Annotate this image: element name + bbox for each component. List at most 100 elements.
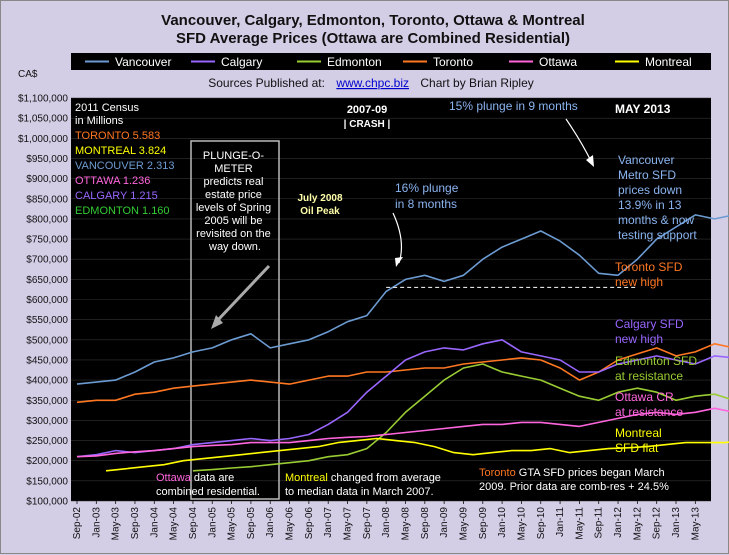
series-line-montreal — [105, 437, 729, 472]
plunge-15-label: 15% plunge in 9 months — [449, 99, 578, 113]
vancouver-note-5: months & now — [618, 213, 694, 227]
census-title-1: 2011 Census — [75, 102, 140, 114]
y-tick-label: $900,000 — [26, 174, 68, 185]
y-tick-label: $1,050,000 — [18, 114, 68, 125]
legend: Vancouver Calgary Edmonton Toronto Ottawa Mon… — [85, 55, 692, 69]
x-tick-label: Jan-07 — [323, 507, 334, 538]
y-tick-label: $650,000 — [26, 275, 68, 286]
legend-bar — [71, 53, 711, 70]
y-axis: $100,000 $150,000 $200,000 $250,000 $300,000… — [18, 94, 68, 508]
x-axis: Sep-02 Jan-03 May-03 Sep-03 Jan-04 May-04 Sep-… — [72, 501, 701, 540]
date-label: MAY 2013 — [615, 102, 671, 116]
x-tick-label: Sep-07 — [362, 507, 373, 540]
x-tick-label: Jan-04 — [149, 507, 160, 538]
plunge-meter-box — [190, 140, 280, 500]
calgary-note-1: Calgary SFD — [615, 317, 684, 331]
plunge-15-arrow — [565, 118, 592, 162]
y-tick-label: $750,000 — [26, 235, 68, 246]
oil-peak-label-1: July 2008 — [297, 193, 342, 204]
x-tick-label: May-11 — [574, 507, 585, 540]
x-tick-label: May-12 — [632, 507, 643, 541]
ottawa-footnote-1: Ottawa data are — [156, 472, 234, 484]
series-line-calgary — [76, 338, 729, 458]
vancouver-note-4: 13.9% in 13 — [618, 198, 682, 212]
x-tick-label: Jan-03 — [91, 507, 102, 538]
oil-peak-label-2: Oil Peak — [300, 206, 340, 217]
y-tick-label: $500,000 — [26, 335, 68, 346]
plunge-16-label-1: 16% plunge — [395, 181, 459, 195]
x-tick-label: Sep-11 — [594, 507, 605, 539]
x-tick-label: Sep-02 — [72, 507, 83, 540]
toronto-footnote-1: Toronto GTA SFD prices began March — [479, 467, 665, 479]
census-item: OTTAWA 1.236 — [75, 175, 150, 187]
vancouver-note-6: testing support — [618, 228, 697, 242]
toronto-note-2: new high — [615, 275, 663, 289]
gridlines — [71, 97, 711, 502]
vancouver-note-1: Vancouver — [618, 153, 674, 167]
edmonton-note-1: Edmonton SFD — [615, 354, 697, 368]
x-tick-label: May-09 — [458, 507, 469, 541]
legend-label-vancouver: Vancouver — [115, 55, 171, 69]
y-tick-label: $1,100,000 — [18, 94, 68, 105]
y-tick-label: $850,000 — [26, 194, 68, 205]
x-tick-label: Jan-08 — [381, 507, 392, 538]
vancouver-note-2: Metro SFD — [618, 168, 676, 182]
census-title-2: in Millions — [75, 115, 124, 127]
x-tick-label: May-08 — [400, 507, 411, 541]
ottawa-footnote-2: combined residential. — [156, 486, 260, 498]
x-tick-label: May-05 — [227, 507, 238, 541]
x-tick-label: Jan-06 — [265, 507, 276, 538]
x-tick-label: Sep-06 — [304, 507, 315, 540]
legend-label-montreal: Montreal — [645, 55, 692, 69]
calgary-note-2: new high — [615, 332, 663, 346]
census-item: TORONTO 5.583 — [75, 130, 160, 142]
plunge-meter-arrowhead — [211, 315, 223, 329]
montreal-footnote-2: to median data in March 2007. — [285, 486, 434, 498]
plunge-15-arrowhead — [586, 155, 594, 167]
census-list: TORONTO 5.583 MONTREAL 3.824 VANCOUVER 2.3… — [75, 130, 174, 217]
x-tick-label: Sep-10 — [536, 507, 547, 540]
y-tick-label: $350,000 — [26, 396, 68, 407]
x-tick-label: Jan-11 — [555, 507, 566, 537]
plunge-16-label-2: in 8 months — [395, 197, 457, 211]
x-tick-label: May-03 — [111, 507, 122, 541]
y-tick-label: $150,000 — [26, 476, 68, 487]
x-tick-label: May-06 — [285, 507, 296, 541]
crash-label-2: | CRASH | — [344, 119, 391, 130]
sources-prefix: Sources Published at: — [208, 76, 325, 90]
y-tick-label: $950,000 — [26, 154, 68, 165]
series-line-edmonton — [192, 363, 729, 472]
legend-label-calgary: Calgary — [221, 55, 262, 69]
y-axis-label: CA$ — [18, 69, 38, 80]
x-tick-label: Jan-12 — [613, 507, 624, 538]
legend-label-edmonton: Edmonton — [327, 55, 382, 69]
y-tick-label: $450,000 — [26, 355, 68, 366]
x-tick-label: Sep-04 — [188, 507, 199, 540]
x-tick-label: May-13 — [690, 507, 701, 541]
x-tick-label: Jan-09 — [439, 507, 450, 538]
vancouver-note-3: prices down — [618, 183, 682, 197]
x-tick-label: Sep-03 — [130, 507, 141, 540]
census-item: CALGARY 1.215 — [75, 190, 158, 202]
crash-label-1: 2007-09 — [347, 104, 387, 116]
chart-subtitle: SFD Average Prices (Ottawa are Combined … — [176, 30, 570, 47]
census-item: EDMONTON 1.160 — [75, 205, 170, 217]
y-tick-label: $100,000 — [26, 497, 68, 508]
sources-link[interactable]: www.chpc.biz — [335, 76, 409, 90]
x-tick-label: May-04 — [169, 507, 180, 541]
y-tick-label: $400,000 — [26, 376, 68, 387]
x-tick-label: May-10 — [516, 507, 527, 541]
legend-label-toronto: Toronto — [433, 55, 473, 69]
sources-line: Sources Published at: www.chpc.biz Chart… — [208, 76, 534, 90]
x-tick-label: Sep-12 — [652, 507, 663, 540]
ottawa-note-2: at resistance — [615, 405, 683, 419]
y-tick-label: $1,000,000 — [18, 134, 68, 145]
series-line-vancouver — [76, 214, 729, 385]
y-tick-label: $300,000 — [26, 416, 68, 427]
montreal-note-1: Montreal — [615, 426, 662, 440]
y-tick-label: $200,000 — [26, 456, 68, 467]
toronto-note-1: Toronto SFD — [615, 260, 683, 274]
x-tick-label: Jan-13 — [671, 507, 682, 538]
x-tick-label: May-07 — [343, 507, 354, 541]
